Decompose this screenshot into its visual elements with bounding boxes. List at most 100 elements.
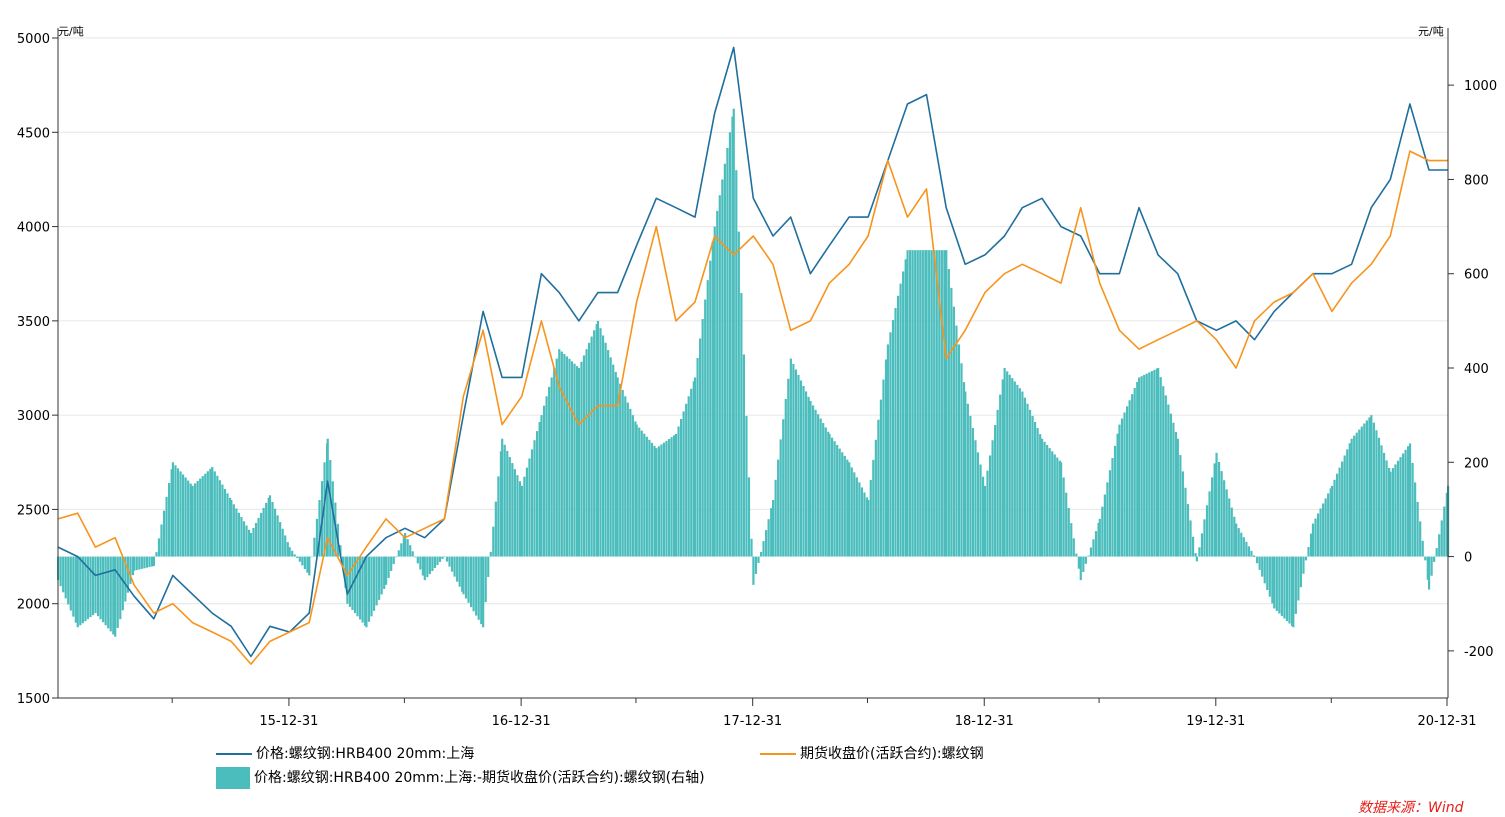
spread-bar — [1292, 556, 1295, 628]
spread-bar — [221, 484, 224, 557]
spread-bar — [924, 250, 927, 557]
spread-bar — [638, 427, 641, 557]
spread-bar — [1426, 556, 1429, 580]
spread-bar — [191, 485, 194, 557]
spread-bar — [1360, 426, 1363, 557]
spread-bar — [1433, 556, 1436, 562]
legend-item-shanghai-price: 价格:螺纹钢:HRB400 20mm:上海 — [216, 743, 474, 763]
spread-bar — [102, 556, 105, 623]
spread-bar — [96, 556, 100, 617]
spread-bar — [850, 467, 853, 557]
spread-bar — [1299, 556, 1303, 588]
spread-bar — [673, 435, 676, 557]
spread-bar — [1297, 556, 1300, 601]
spread-bar — [1155, 368, 1159, 557]
spread-bar — [1377, 437, 1381, 557]
legend-label: 价格:螺纹钢:HRB400 20mm:上海 — [256, 746, 475, 762]
spread-bar — [614, 371, 617, 557]
spread-bar — [86, 556, 90, 620]
spread-bar — [838, 448, 841, 557]
spread-bar — [779, 439, 782, 557]
spread-bar — [421, 556, 424, 576]
spread-bar — [390, 556, 393, 572]
spread-bar — [84, 556, 87, 622]
spread-bar — [1237, 528, 1240, 557]
spread-bar — [886, 344, 890, 557]
spread-bar — [168, 483, 171, 557]
spread-bar — [882, 379, 885, 557]
spread-bar — [802, 385, 805, 557]
spread-bar — [346, 556, 349, 604]
spread-bar — [777, 459, 780, 557]
spread-bar — [1346, 449, 1349, 557]
spread-bar — [213, 471, 216, 557]
spread-bar — [467, 556, 470, 603]
spread-bar — [877, 419, 880, 557]
legend-swatch-line — [760, 753, 796, 755]
spread-bar — [267, 497, 270, 557]
spread-bar — [62, 556, 65, 593]
spread-bar — [426, 556, 429, 578]
spread-bar — [431, 556, 434, 572]
spread-bar — [152, 556, 155, 566]
spread-bar — [693, 377, 697, 557]
spread-bar — [699, 338, 702, 557]
spread-bar — [745, 415, 748, 557]
spread-bar — [1082, 556, 1085, 572]
spread-bar — [974, 440, 977, 557]
spread-bar — [492, 526, 495, 557]
left-tick-label: 2000 — [17, 598, 50, 613]
spread-bar — [174, 465, 177, 557]
spread-bar — [771, 500, 775, 557]
spread-bar — [747, 477, 751, 557]
spread-bar — [827, 431, 830, 557]
spread-bar — [1016, 384, 1019, 557]
spread-bar — [1399, 457, 1402, 557]
spread-bar — [1419, 521, 1422, 557]
spread-bar — [1023, 397, 1027, 557]
spread-bar — [353, 556, 357, 614]
spread-bar — [742, 354, 746, 557]
spread-bar — [1445, 492, 1448, 557]
spread-bar — [645, 436, 648, 557]
spread-bar — [568, 358, 571, 557]
spread-bar — [631, 415, 634, 557]
spread-bar — [508, 456, 511, 557]
spread-bar — [506, 450, 509, 557]
spread-bar — [1184, 487, 1187, 557]
spread-bar — [670, 437, 673, 557]
x-tick-label: 18-12-31 — [955, 714, 1014, 729]
legend-label: 期货收盘价(活跃合约):螺纹钢 — [800, 746, 984, 762]
spread-bar — [540, 415, 543, 557]
spread-bar — [441, 556, 444, 559]
spread-bar — [1348, 443, 1351, 557]
spread-bar — [979, 464, 982, 557]
spread-bar — [874, 439, 877, 557]
spread-bar — [879, 399, 883, 557]
gridlines — [58, 37, 1448, 699]
spread-bar — [558, 349, 561, 557]
spread-bar — [1072, 538, 1075, 557]
spread-bar — [1092, 539, 1095, 557]
spread-bar — [817, 414, 820, 557]
spread-bar — [711, 241, 714, 557]
spread-bar — [326, 438, 329, 557]
spread-bar — [74, 556, 77, 623]
spread-bar — [1164, 395, 1167, 557]
spread-bar — [1181, 471, 1185, 557]
spread-bar — [1385, 460, 1388, 557]
spread-bar — [1150, 371, 1153, 557]
spread-bar — [1006, 371, 1009, 557]
spread-bar — [1380, 445, 1383, 557]
spread-bar — [836, 444, 839, 557]
spread-bar — [487, 556, 490, 577]
spread-bar — [480, 556, 483, 625]
spread-bar — [1329, 488, 1332, 557]
spread-bar — [533, 440, 536, 557]
spread-bar — [1123, 412, 1126, 557]
spread-bar — [955, 325, 958, 557]
spread-bar — [348, 556, 352, 607]
spread-bar — [1028, 409, 1032, 557]
spread-bar — [199, 478, 202, 557]
spread-bar — [988, 455, 992, 557]
